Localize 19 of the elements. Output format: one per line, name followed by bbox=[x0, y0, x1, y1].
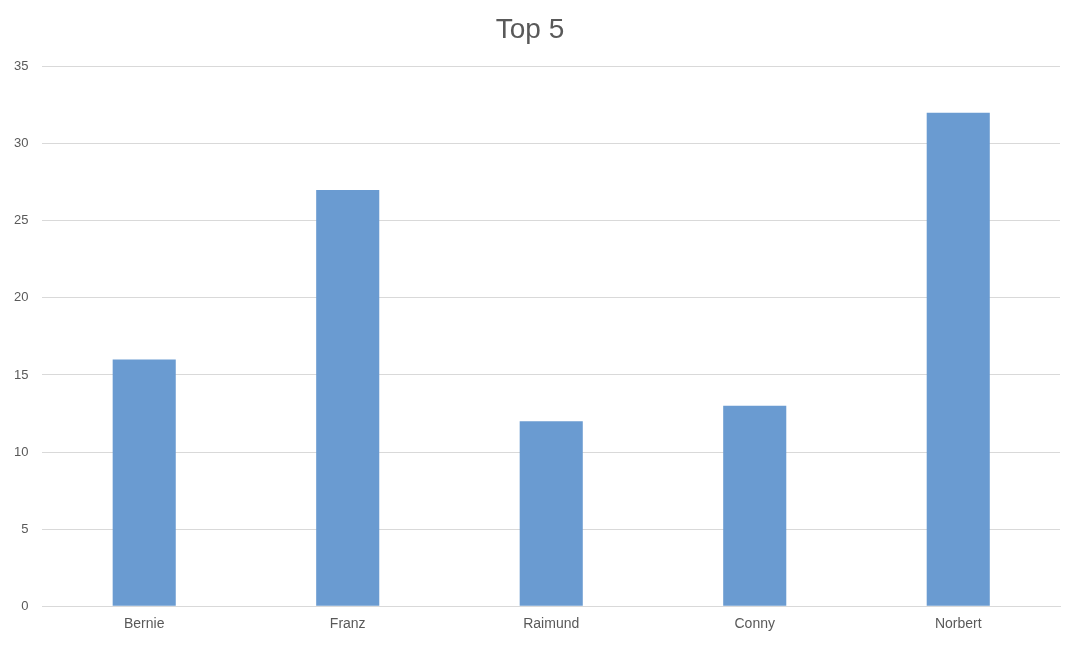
y-tick-label: 5 bbox=[21, 520, 29, 536]
x-tick-label: Norbert bbox=[934, 615, 982, 632]
x-tick-label: Raimund bbox=[523, 615, 580, 632]
x-tick-label: Bernie bbox=[123, 615, 165, 632]
bar bbox=[519, 421, 583, 606]
y-tick-label: 35 bbox=[13, 58, 29, 74]
bar bbox=[112, 359, 176, 606]
chart-title: Top 5 bbox=[495, 12, 565, 44]
y-tick-label: 10 bbox=[13, 443, 29, 459]
y-tick-label: 30 bbox=[13, 135, 29, 151]
bar bbox=[723, 405, 787, 606]
x-tick-label: Conny bbox=[734, 615, 775, 632]
y-tick-label: 0 bbox=[21, 597, 29, 613]
bar bbox=[316, 189, 380, 606]
y-tick-label: 25 bbox=[13, 212, 29, 228]
bar bbox=[926, 112, 990, 606]
x-tick-label: Franz bbox=[329, 615, 366, 632]
y-tick-label: 20 bbox=[13, 289, 29, 305]
y-tick-label: 15 bbox=[13, 366, 29, 382]
